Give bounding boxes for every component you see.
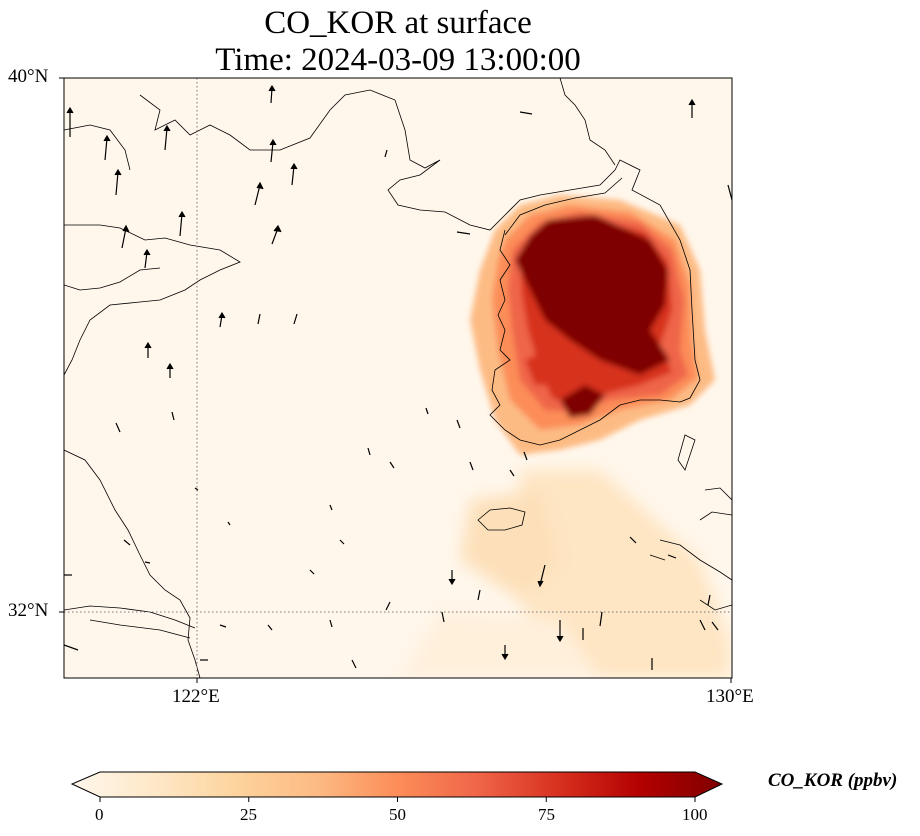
- colorbar-tick-0: 0: [95, 805, 104, 824]
- colorbar: [70, 771, 724, 802]
- concentration-field: [64, 78, 732, 678]
- gridlines: [64, 78, 732, 678]
- chart-title: CO_KOR at surface: [264, 5, 532, 41]
- colorbar-label: CO_KOR (ppbv): [768, 770, 898, 791]
- chart-subtitle: Time: 2024-03-09 13:00:00: [215, 42, 581, 78]
- map-frame: [63, 77, 733, 679]
- coastlines: [64, 78, 732, 678]
- lat-label-32: 32°N: [8, 600, 49, 621]
- colorbar-tick-100: 100: [682, 805, 708, 824]
- wind-vectors: [64, 84, 732, 670]
- colorbar-tick-25: 25: [240, 805, 257, 824]
- lat-label-40: 40°N: [8, 66, 49, 87]
- lon-label-130: 130°E: [706, 686, 754, 707]
- lon-label-122: 122°E: [172, 686, 220, 707]
- outflow-plume: [400, 470, 730, 678]
- colorbar-tick-75: 75: [538, 805, 555, 824]
- korea-plume: [470, 195, 715, 455]
- colorbar-tick-50: 50: [389, 805, 406, 824]
- axis-ticks: [59, 77, 732, 683]
- colorbar-body: [70, 771, 724, 798]
